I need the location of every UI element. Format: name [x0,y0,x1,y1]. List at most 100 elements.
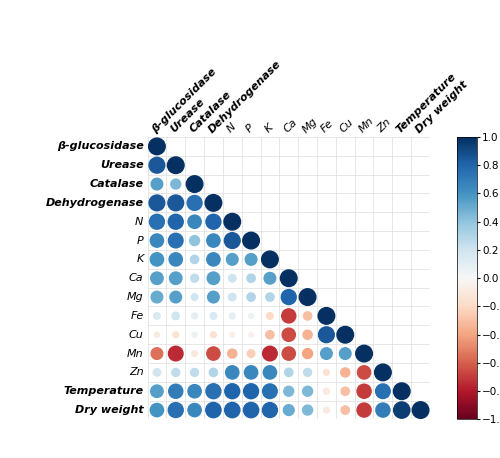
Circle shape [247,274,255,283]
Circle shape [266,313,273,319]
Circle shape [207,347,220,360]
Circle shape [190,235,200,245]
Circle shape [340,348,351,360]
Circle shape [210,332,216,338]
Circle shape [150,272,163,284]
Text: β-glucosidase: β-glucosidase [150,66,218,135]
Circle shape [280,270,297,287]
Circle shape [154,313,160,319]
Circle shape [284,405,294,415]
Text: Catalase: Catalase [90,179,144,189]
Circle shape [225,384,240,399]
Circle shape [230,332,234,337]
Circle shape [264,273,276,284]
Circle shape [244,366,258,379]
Circle shape [207,253,220,266]
Text: Dehydrogenase: Dehydrogenase [206,58,282,135]
Text: Dehydrogenase: Dehydrogenase [46,198,144,208]
Circle shape [151,178,162,190]
Circle shape [150,253,164,266]
Circle shape [192,332,197,337]
Circle shape [168,403,183,418]
Text: Dry weight: Dry weight [414,79,469,135]
Circle shape [340,368,350,377]
Text: P: P [137,235,143,245]
Circle shape [337,327,353,343]
Circle shape [230,313,235,319]
Circle shape [266,293,274,301]
Circle shape [262,403,278,418]
Text: Dry weight: Dry weight [75,405,144,415]
Circle shape [224,213,240,230]
Circle shape [266,331,274,339]
Circle shape [302,405,312,415]
Circle shape [187,196,202,210]
Circle shape [154,332,160,337]
Circle shape [151,348,162,360]
Text: Fe: Fe [130,311,143,321]
Text: Mn: Mn [127,349,144,359]
Circle shape [208,291,219,303]
Text: Ca: Ca [129,273,144,283]
Circle shape [358,366,370,379]
Circle shape [186,176,203,192]
Circle shape [318,327,334,343]
Circle shape [150,403,164,417]
Circle shape [262,384,277,398]
Circle shape [357,384,371,398]
Circle shape [151,291,162,303]
Circle shape [300,289,316,305]
Text: Cu: Cu [129,330,144,340]
Text: K: K [136,254,143,264]
Circle shape [262,251,278,267]
Circle shape [168,195,184,211]
Circle shape [207,272,220,284]
Circle shape [324,388,330,394]
Circle shape [173,332,178,338]
Text: Temperature: Temperature [394,71,458,135]
Circle shape [206,384,221,399]
Circle shape [304,368,312,376]
Circle shape [168,214,183,229]
Circle shape [282,289,296,305]
Circle shape [168,157,184,174]
Text: Fe: Fe [320,118,336,135]
Circle shape [318,308,334,324]
Circle shape [224,403,240,418]
Circle shape [205,195,222,211]
Circle shape [341,406,349,414]
Circle shape [284,368,293,376]
Circle shape [394,383,410,399]
Circle shape [249,333,254,337]
Circle shape [190,274,198,282]
Circle shape [284,386,294,396]
Circle shape [188,403,201,417]
Circle shape [206,214,221,229]
Circle shape [374,364,391,381]
Circle shape [244,403,258,418]
Circle shape [412,402,429,418]
Circle shape [207,234,220,247]
Circle shape [172,312,180,320]
Text: Zn: Zn [129,367,144,377]
Circle shape [190,368,198,376]
Circle shape [206,403,221,418]
Circle shape [192,351,198,356]
Text: Catalase: Catalase [188,89,233,135]
Circle shape [170,272,182,284]
Circle shape [243,232,260,249]
Circle shape [224,233,240,248]
Circle shape [247,293,255,301]
Circle shape [210,368,218,376]
Circle shape [188,385,201,398]
Text: Temperature: Temperature [64,386,144,396]
Circle shape [376,403,390,417]
Circle shape [324,407,330,413]
Circle shape [226,366,239,379]
Circle shape [169,253,182,266]
Circle shape [149,195,165,211]
Circle shape [170,291,181,303]
Circle shape [192,294,198,300]
Text: β-glucosidase: β-glucosidase [57,142,144,152]
Circle shape [192,313,198,319]
